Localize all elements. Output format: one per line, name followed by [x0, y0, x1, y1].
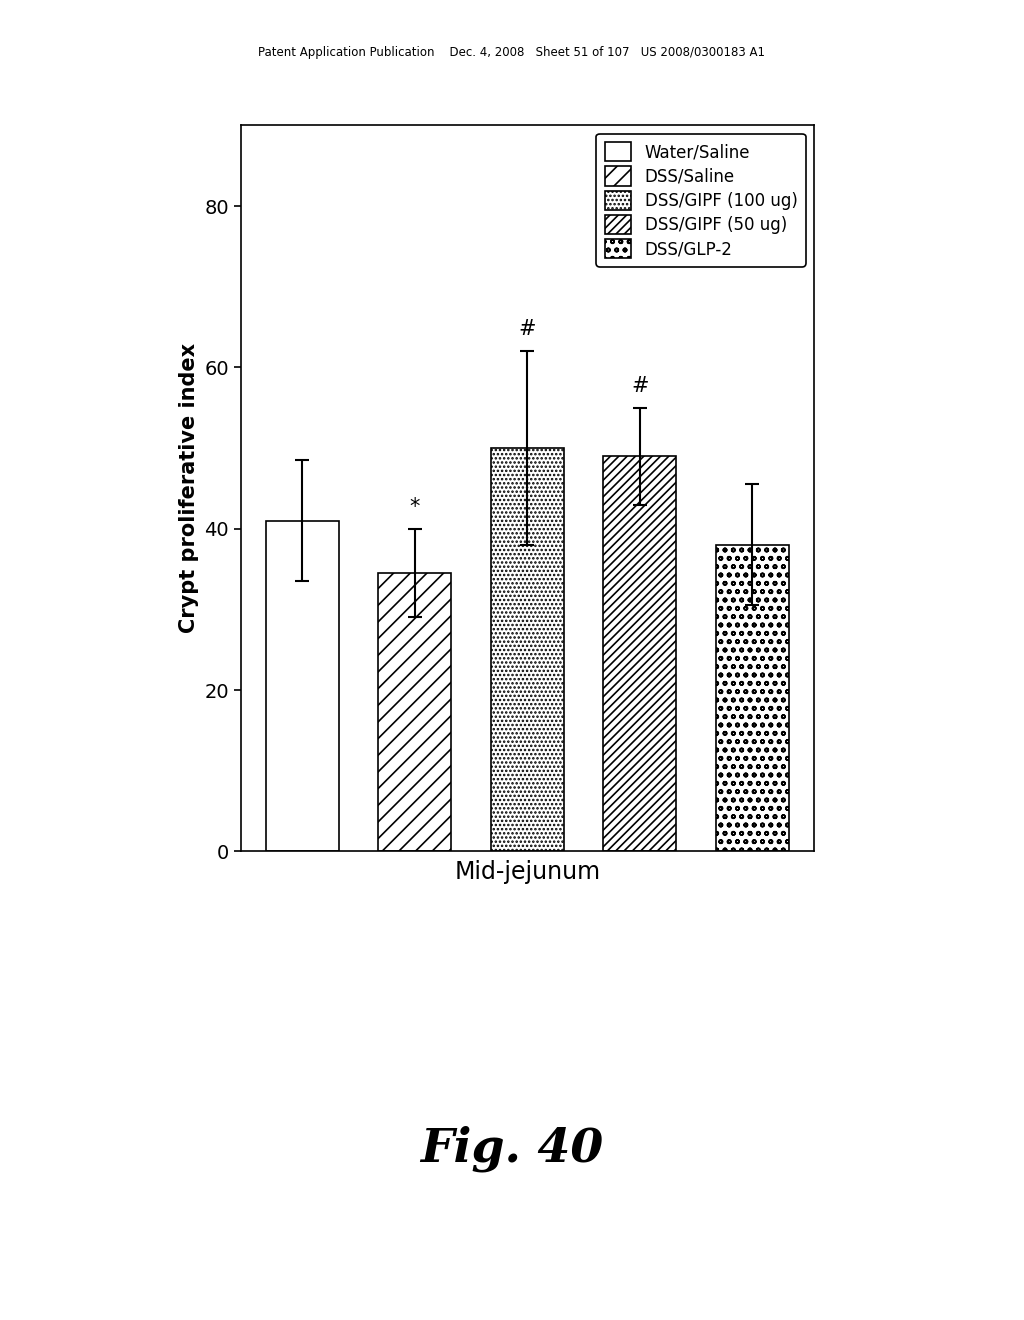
Bar	[490, 447, 564, 851]
Bar	[603, 457, 676, 851]
Text: Patent Application Publication    Dec. 4, 2008   Sheet 51 of 107   US 2008/03001: Patent Application Publication Dec. 4, 2…	[258, 46, 766, 59]
Y-axis label: Crypt proliferative index: Crypt proliferative index	[178, 343, 199, 634]
X-axis label: Mid-jejunum: Mid-jejunum	[455, 859, 600, 883]
Bar	[716, 545, 788, 851]
Text: #: #	[518, 319, 537, 339]
Bar	[379, 573, 452, 851]
Text: #: #	[631, 376, 648, 396]
Text: *: *	[410, 496, 420, 516]
Legend: Water/Saline, DSS/Saline, DSS/GIPF (100 ug), DSS/GIPF (50 ug), DSS/GLP-2: Water/Saline, DSS/Saline, DSS/GIPF (100 …	[596, 133, 806, 267]
Text: Fig. 40: Fig. 40	[421, 1125, 603, 1172]
Bar	[266, 520, 339, 851]
